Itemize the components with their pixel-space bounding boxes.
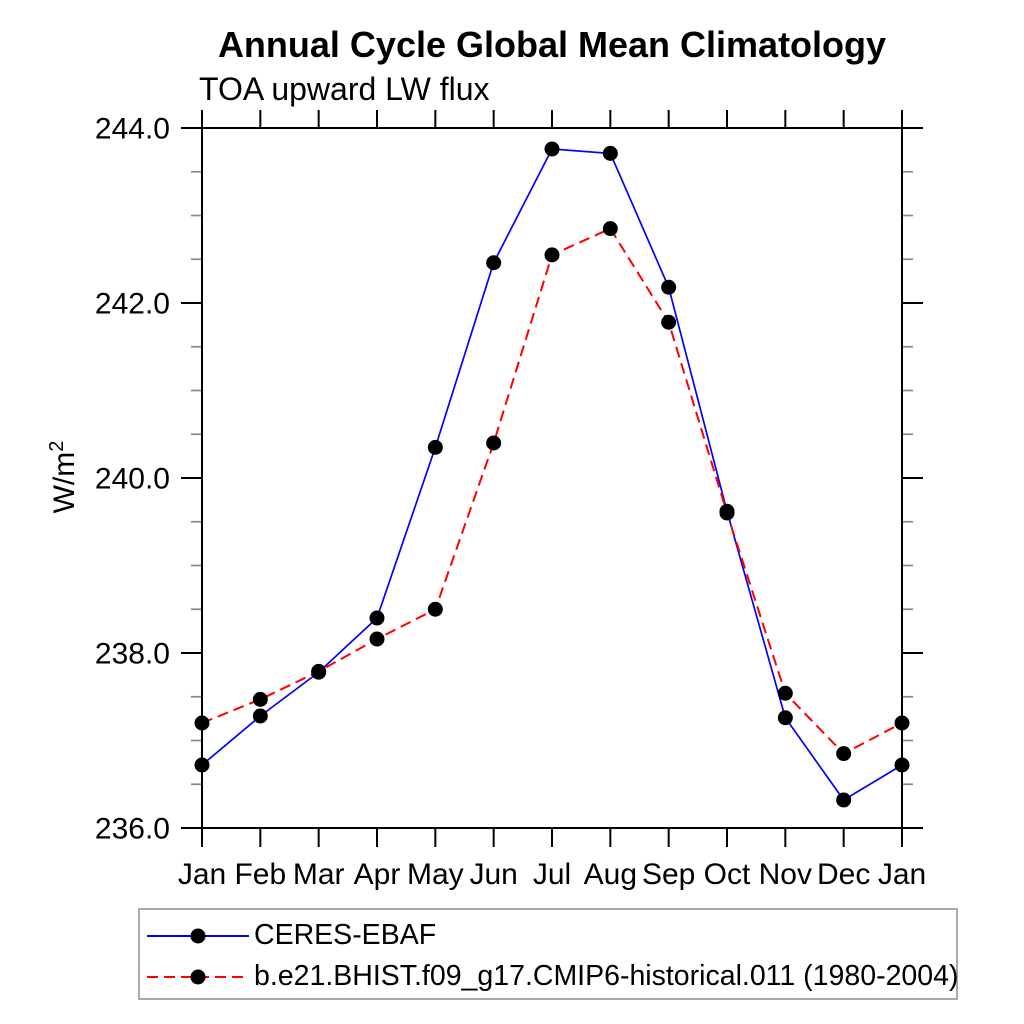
data-point-series-0 <box>602 145 618 161</box>
legend-label-model-run: b.e21.BHIST.f09_g17.CMIP6-historical.011… <box>254 960 959 992</box>
x-tick-label: Feb <box>234 858 286 891</box>
y-tick-label: 236.0 <box>95 813 170 846</box>
x-tick-label: Jul <box>533 858 571 891</box>
legend-marker-icon <box>190 969 206 984</box>
legend: CERES-EBAF b.e21.BHIST.f09_g17.CMIP6-his… <box>138 908 958 1000</box>
chart-subtitle: TOA upward LW flux <box>199 71 490 107</box>
legend-label-ceres-ebaf: CERES-EBAF <box>254 919 437 951</box>
x-tick-label: Mar <box>293 858 345 891</box>
data-point-series-0 <box>661 279 677 295</box>
data-point-series-0 <box>252 708 268 724</box>
data-point-series-0 <box>369 610 385 626</box>
data-point-series-1 <box>661 314 677 330</box>
data-point-series-1 <box>427 601 443 617</box>
data-point-series-1 <box>602 221 618 237</box>
y-tick-label: 242.0 <box>95 288 170 321</box>
data-point-series-1 <box>894 715 910 731</box>
legend-dashed-line-sample <box>147 969 249 984</box>
data-point-series-1 <box>544 247 560 263</box>
x-tick-label: Apr <box>354 858 401 891</box>
data-point-series-1 <box>252 691 268 707</box>
data-point-series-0 <box>427 439 443 455</box>
data-point-series-0 <box>836 792 852 808</box>
data-point-series-0 <box>486 255 502 271</box>
chart-title: Annual Cycle Global Mean Climatology <box>217 24 887 65</box>
x-tick-label: Aug <box>584 858 637 891</box>
legend-item-ceres-ebaf: CERES-EBAF <box>144 915 956 956</box>
data-point-series-1 <box>486 435 502 451</box>
x-tick-label: Oct <box>704 858 751 891</box>
data-point-series-1 <box>719 505 735 521</box>
data-point-series-0 <box>544 141 560 157</box>
data-point-series-1 <box>194 715 210 731</box>
data-point-series-1 <box>777 685 793 701</box>
series-line-0 <box>201 148 903 802</box>
data-point-series-0 <box>194 757 210 773</box>
legend-item-model-run: b.e21.BHIST.f09_g17.CMIP6-historical.011… <box>144 956 959 997</box>
data-point-series-1 <box>311 663 327 679</box>
x-tick-label: Dec <box>817 858 870 891</box>
x-tick-label: May <box>407 858 464 891</box>
data-point-series-1 <box>836 746 852 762</box>
x-tick-label: Jan <box>178 858 226 891</box>
x-tick-label: Nov <box>759 858 812 891</box>
legend-marker-icon <box>190 928 206 943</box>
y-tick-label: 238.0 <box>95 638 170 671</box>
x-tick-label: Jun <box>469 858 517 891</box>
y-tick-label: 240.0 <box>95 463 170 496</box>
x-tick-label: Jan <box>878 858 926 891</box>
data-point-series-0 <box>894 757 910 773</box>
legend-solid-line-sample <box>147 928 249 943</box>
x-tick-label: Sep <box>642 858 695 891</box>
data-point-series-1 <box>369 631 385 647</box>
data-point-series-0 <box>777 710 793 726</box>
series-line-1 <box>201 227 903 755</box>
y-tick-label: 244.0 <box>95 113 170 146</box>
plot-border <box>201 127 903 829</box>
